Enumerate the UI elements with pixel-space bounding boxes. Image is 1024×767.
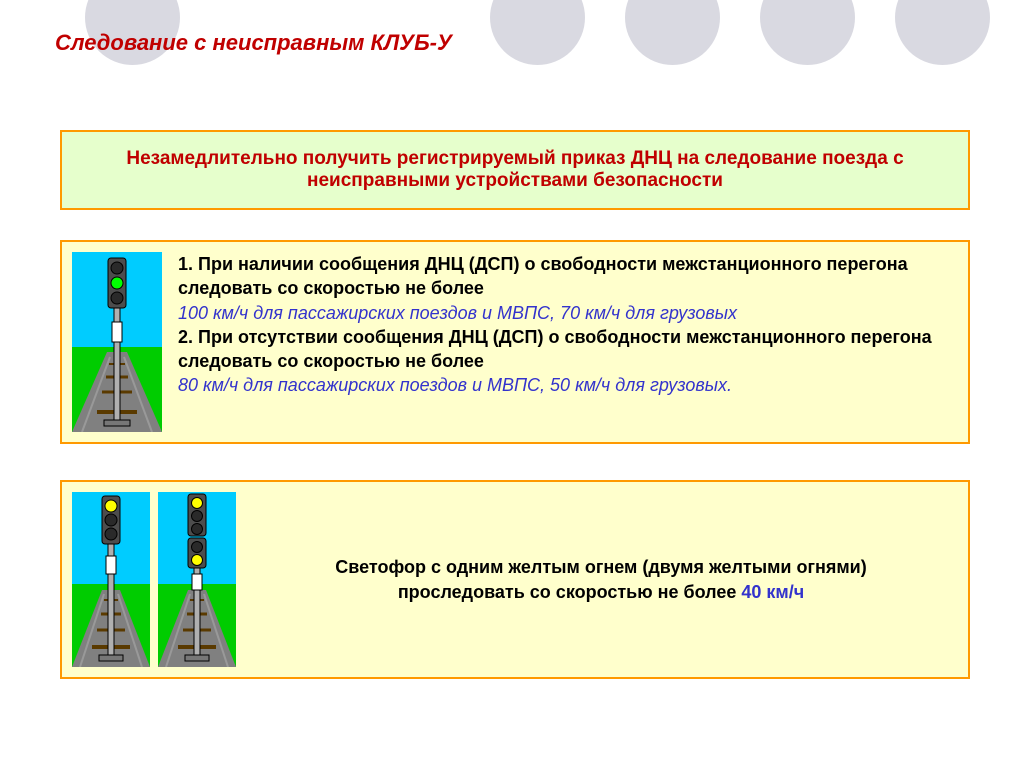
- signal-two-yellow-svg: [158, 492, 236, 667]
- pt1-num: 1: [178, 254, 188, 274]
- bg-circle: [625, 0, 720, 65]
- header-text: Незамедлительно получить регистрируемый …: [92, 148, 938, 192]
- signal-illustration-green: [72, 252, 162, 432]
- rule-box-1: 1. При наличии сообщения ДНЦ (ДСП) о сво…: [60, 240, 970, 444]
- pt2-num: 2.: [178, 327, 193, 347]
- rule-box-2: Светофор с одним желтым огнем (двумя жел…: [60, 480, 970, 679]
- bg-circle: [760, 0, 855, 65]
- bg-circle: [490, 0, 585, 65]
- rule-box-2-text: Светофор с одним желтым огнем (двумя жел…: [252, 555, 950, 604]
- header-box: Незамедлительно получить регистрируемый …: [60, 130, 970, 210]
- bg-circle: [895, 0, 990, 65]
- pt2-text: При отсутствии сообщения ДНЦ (ДСП) о сво…: [178, 327, 932, 371]
- pt1-speed: 100 км/ч для пассажирских поездов и МВПС…: [178, 303, 737, 323]
- pt2-speed: 80 км/ч для пассажирских поездов и МВПС,…: [178, 375, 732, 395]
- box2-speed: 40 км/ч: [741, 582, 804, 602]
- signal-one-yellow-svg: [72, 492, 150, 667]
- rule-box-1-text: 1. При наличии сообщения ДНЦ (ДСП) о сво…: [178, 252, 950, 398]
- signal-illustration-yellow: [72, 492, 236, 667]
- page-title: Следование с неисправным КЛУБ-У: [55, 30, 452, 56]
- signal-green-svg: [72, 252, 162, 432]
- pt1-text: . При наличии сообщения ДНЦ (ДСП) о своб…: [178, 254, 908, 298]
